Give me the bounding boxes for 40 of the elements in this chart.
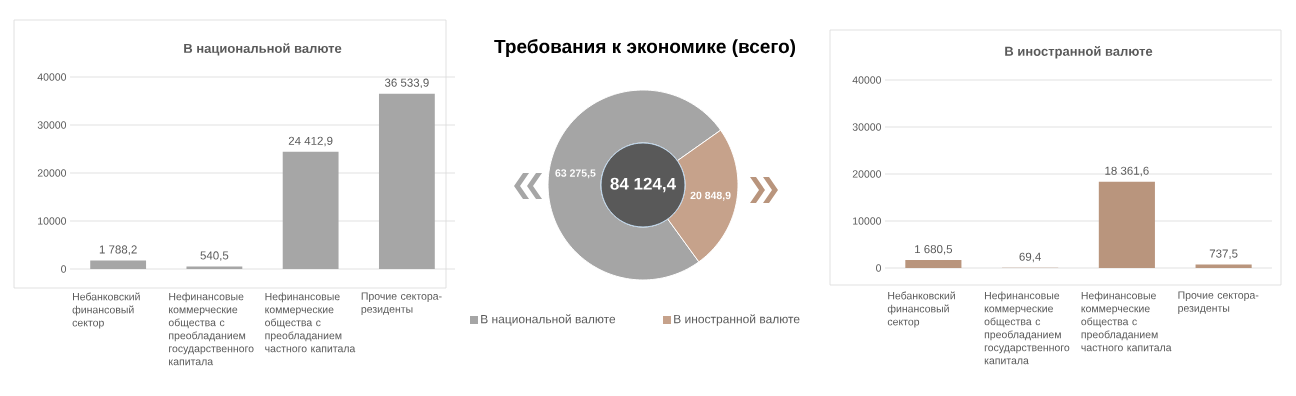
data-label: 36 533,9 (384, 78, 429, 89)
data-label: 63 275,5 (555, 169, 596, 179)
y-tick-label: 0 (876, 264, 882, 272)
legend-label: В иностранной валюте (674, 314, 800, 326)
data-label: 20 848,9 (690, 191, 731, 201)
bar (186, 266, 243, 269)
chart-title: В иностранной валюте (1005, 46, 1153, 59)
bar (905, 260, 962, 268)
x-tick-label: Нефинансовые коммерческие общества с преобладанием частного капитала (265, 292, 356, 353)
text: 84 124,4 (610, 177, 676, 193)
y-tick-label: 30000 (37, 121, 67, 129)
legend-label: В национальной валюте (481, 314, 616, 326)
data-label: 1 788,2 (99, 245, 137, 255)
bar (90, 260, 147, 269)
data-label: 18 361,6 (1105, 166, 1149, 177)
bar (1098, 181, 1155, 268)
x-tick-label: Нефинансовые коммерческие общества с преобладанием государственного капитала (168, 292, 254, 366)
x-tick-label: Небанковский финансовый сектор (887, 291, 955, 328)
y-tick-label: 30000 (852, 123, 882, 131)
y-tick-label: 0 (61, 265, 67, 273)
bar (378, 93, 435, 269)
data-label: 24 412,9 (288, 136, 333, 147)
x-tick-label: Небанковский финансовый сектор (72, 292, 140, 329)
y-tick-label: 40000 (37, 73, 67, 81)
y-tick-label: 10000 (853, 217, 882, 225)
x-tick-label: Прочие сектора-резиденты (361, 292, 442, 315)
data-label: 540,5 (200, 251, 229, 261)
chart-title: В национальной валюте (184, 43, 342, 56)
y-tick-label: 40000 (852, 76, 882, 84)
bar (282, 151, 339, 269)
data-label: 737,5 (1209, 249, 1238, 259)
y-tick-label: 20000 (37, 169, 67, 177)
x-tick-label: Нефинансовые коммерческие общества с преобладанием частного капитала (1081, 291, 1172, 352)
data-label: 69,4 (1019, 252, 1041, 263)
y-tick-label: 20000 (852, 170, 882, 178)
data-label: 1 680,5 (915, 245, 953, 255)
x-tick-label: Нефинансовые коммерческие общества с преобладанием государственного капитала (984, 291, 1070, 365)
x-tick-label: Прочие сектора-резиденты (1178, 291, 1259, 314)
chart-title: Требования к экономике (всего) (494, 39, 796, 57)
y-tick-label: 10000 (38, 217, 67, 225)
